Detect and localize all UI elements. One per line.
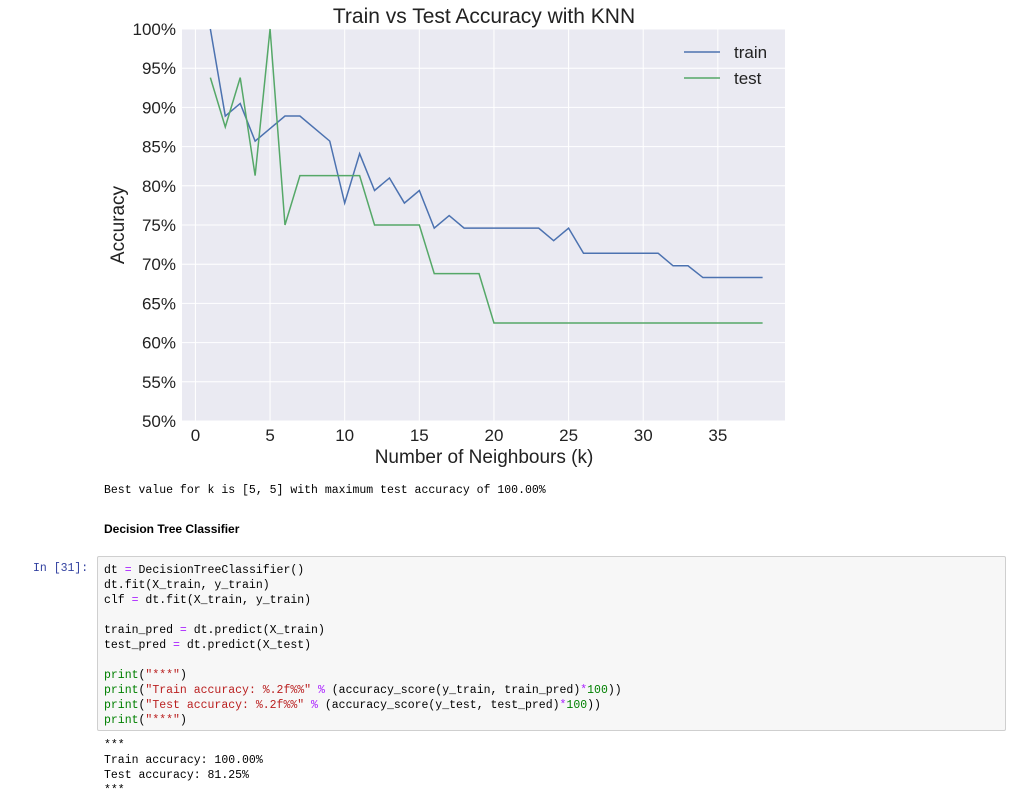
- x-axis-label: Number of Neighbours (k): [375, 447, 594, 468]
- chart-title: Train vs Test Accuracy with KNN: [333, 5, 635, 28]
- y-tick-label: 70%: [142, 255, 176, 274]
- y-tick-label: 90%: [142, 98, 176, 117]
- decision-tree-output: *** Train accuracy: 100.00% Test accurac…: [104, 739, 263, 797]
- series-line-train: [209, 28, 763, 279]
- y-tick-label: 65%: [142, 294, 176, 313]
- x-tick-label: 0: [191, 426, 200, 445]
- y-tick-label: 95%: [142, 59, 176, 78]
- knn-accuracy-chart: 0 5 10 15 20 25 30 35 50% 55% 60% 65% 70% 75% 80% 85% 90…: [108, 5, 785, 468]
- x-tick-label: 15: [410, 426, 429, 445]
- knn-result-output: Best value for k is [5, 5] with maximum …: [104, 484, 546, 497]
- y-axis-label: Accuracy: [108, 185, 129, 264]
- y-tick-label: 85%: [142, 138, 176, 157]
- y-tick-label: 60%: [142, 334, 176, 353]
- x-tick-label: 25: [559, 426, 578, 445]
- legend: train test: [684, 43, 767, 88]
- section-heading: Decision Tree Classifier: [104, 522, 240, 536]
- grid-lines: [182, 28, 785, 422]
- x-tick-label: 10: [335, 426, 354, 445]
- y-tick-label: 80%: [142, 177, 176, 196]
- y-tick-label: 50%: [142, 412, 176, 431]
- x-tick-label: 35: [708, 426, 727, 445]
- cell-prompt: In [31]:: [33, 562, 89, 575]
- x-tick-label: 20: [484, 426, 503, 445]
- series-line-test: [209, 28, 763, 324]
- x-tick-label: 5: [265, 426, 274, 445]
- x-tick-label: 30: [634, 426, 653, 445]
- code-cell[interactable]: dt = DecisionTreeClassifier() dt.fit(X_t…: [97, 556, 1006, 731]
- code-editor[interactable]: dt = DecisionTreeClassifier() dt.fit(X_t…: [104, 564, 622, 727]
- y-tick-label: 75%: [142, 216, 176, 235]
- tick-labels: 0 5 10 15 20 25 30 35 50% 55% 60% 65% 70% 75% 80% 85% 90…: [133, 20, 728, 445]
- legend-label-train: train: [734, 43, 767, 62]
- legend-label-test: test: [734, 69, 762, 88]
- series-lines: [209, 28, 763, 324]
- y-tick-label: 100%: [133, 20, 176, 39]
- y-tick-label: 55%: [142, 373, 176, 392]
